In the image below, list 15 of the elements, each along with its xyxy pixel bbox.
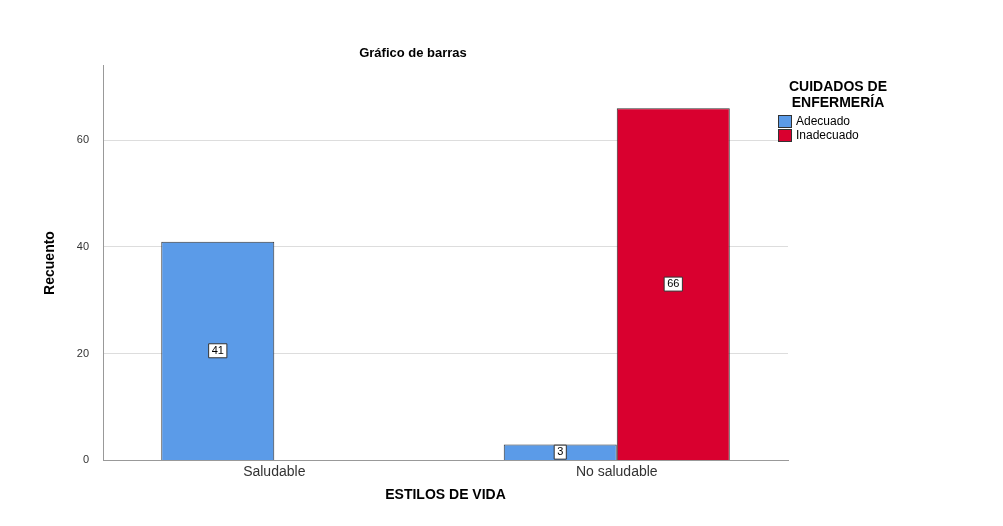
y-tick-label: 0 bbox=[82, 453, 90, 466]
y-tick-label: 60 bbox=[76, 133, 90, 146]
legend-label: Adecuado bbox=[796, 114, 851, 128]
x-tick-label: No saludable bbox=[575, 462, 658, 479]
data-label: 3 bbox=[557, 445, 564, 458]
legend-label: Inadecuado bbox=[796, 128, 859, 142]
y-tick-label: 40 bbox=[76, 240, 90, 253]
x-axis-title: ESTILOS DE VIDA bbox=[385, 486, 506, 503]
y-axis-title: Recuento bbox=[41, 231, 58, 295]
x-tick-label: Saludable bbox=[243, 462, 306, 479]
chart-title: Gráfico de barras bbox=[359, 45, 467, 61]
y-tick-label: 20 bbox=[76, 346, 90, 359]
legend-title: CUIDADOS DE ENFERMERÍA bbox=[788, 78, 888, 110]
data-label: 66 bbox=[667, 277, 680, 290]
data-label: 41 bbox=[211, 343, 224, 356]
